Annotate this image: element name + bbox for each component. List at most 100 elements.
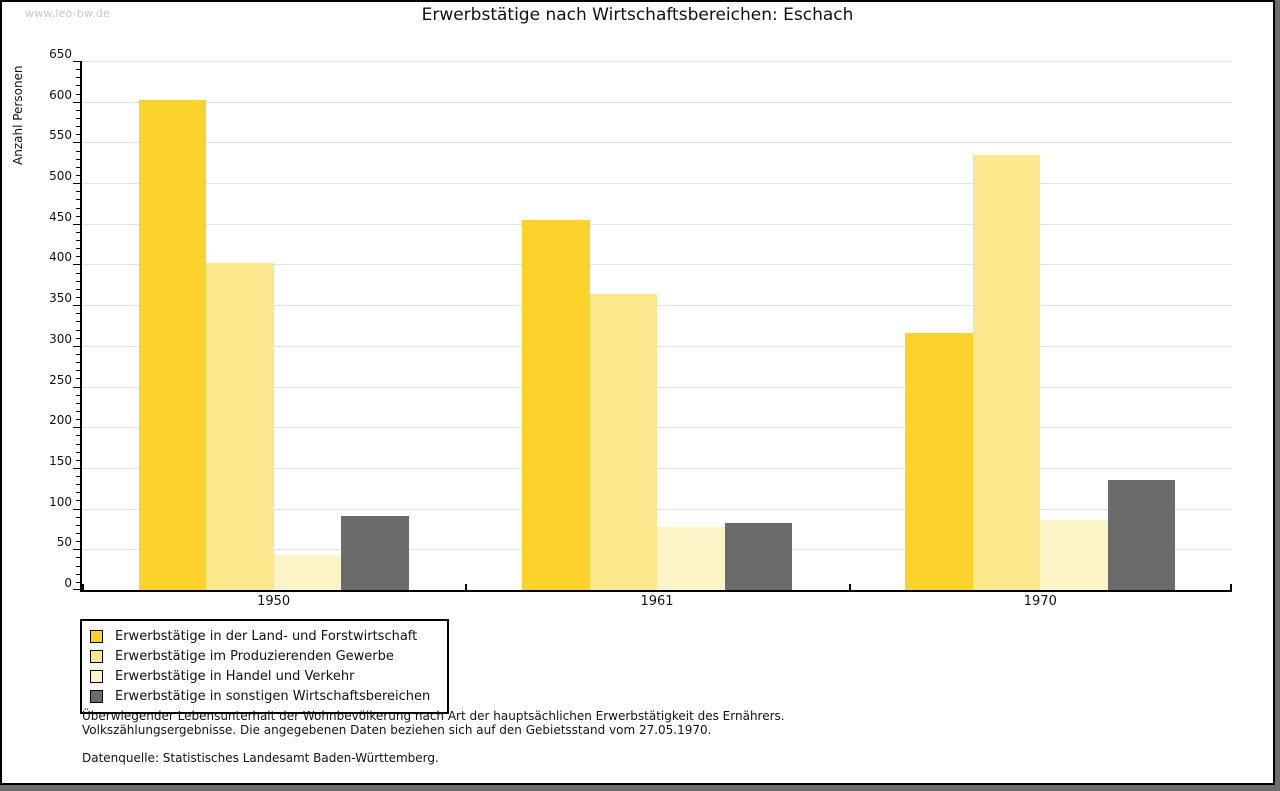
legend-swatch-3	[90, 669, 103, 683]
x-axis-label-1950: 1950	[257, 594, 291, 609]
y-axis-minor-tick	[76, 581, 80, 583]
y-axis-minor-tick	[76, 158, 80, 160]
y-axis-tick-350	[73, 305, 80, 307]
y-axis-minor-tick	[76, 557, 80, 559]
y-axis-minor-tick	[76, 378, 80, 380]
gridline-200	[82, 427, 1232, 429]
y-axis-minor-tick	[76, 541, 80, 543]
bar-1970-series-3	[1040, 520, 1108, 590]
legend-item-1: Erwerbstätige in der Land- und Forstwirt…	[90, 626, 439, 646]
y-axis-minor-tick	[76, 117, 80, 119]
bar-1950-series-4	[341, 515, 409, 590]
bar-1961-series-1	[522, 219, 590, 590]
y-axis-minor-tick	[76, 362, 80, 364]
watermark: www.leo-bw.de	[25, 7, 111, 20]
bar-1970-series-4	[1107, 480, 1176, 590]
gridline-600	[82, 101, 1232, 103]
y-axis-tick-100	[73, 508, 80, 510]
y-axis-minor-tick	[76, 394, 80, 396]
gridline-550	[82, 142, 1232, 144]
y-axis-tick-200	[73, 427, 80, 429]
y-axis-tick-300	[73, 345, 80, 347]
legend-item-3: Erwerbstätige in Handel und Verkehr	[90, 666, 439, 686]
y-axis-minor-tick	[76, 174, 80, 176]
y-axis-minor-tick	[76, 77, 80, 79]
y-axis-minor-tick	[76, 297, 80, 299]
y-axis-tick-label-50: 50	[56, 535, 72, 550]
y-axis-tick-label-650: 650	[49, 47, 72, 61]
y-axis-minor-tick	[76, 500, 80, 502]
plot-area: 0 50 100 150 200 250 300 350 400 450 500 550 600 650 1…	[49, 47, 1232, 609]
gridline-250	[82, 386, 1232, 388]
y-axis-tick-550	[73, 142, 80, 144]
legend-label-1: Erwerbstätige in der Land- und Forstwirt…	[115, 628, 418, 644]
bar-1950-series-1	[138, 100, 207, 590]
y-axis-tick-400	[73, 264, 80, 266]
x-axis-tick	[82, 584, 84, 590]
y-axis-minor-tick	[76, 443, 80, 445]
y-axis-minor-tick	[76, 288, 80, 290]
legend-item-4: Erwerbstätige in sonstigen Wirtschaftsbe…	[90, 686, 439, 706]
legend-swatch-2	[90, 649, 103, 663]
y-axis-tick-250	[73, 386, 80, 388]
y-axis-tick-50	[73, 549, 80, 551]
legend-label-4: Erwerbstätige in sonstigen Wirtschaftsbe…	[115, 688, 431, 704]
legend-label-3: Erwerbstätige in Handel und Verkehr	[115, 668, 355, 684]
y-axis-minor-tick	[76, 313, 80, 315]
y-axis-tick-label-450: 450	[49, 209, 72, 224]
y-axis-minor-tick	[76, 565, 80, 567]
y-axis-minor-tick	[76, 93, 80, 95]
y-axis-tick-label-400: 400	[49, 250, 72, 265]
legend-box: Erwerbstätige in der Land- und Forstwirt…	[80, 619, 449, 714]
y-axis-tick-500	[73, 183, 80, 185]
y-axis-tick-label-350: 350	[49, 291, 72, 306]
legend-swatch-4	[90, 689, 103, 703]
gridline-300	[82, 345, 1232, 347]
y-axis-tick-600	[73, 101, 80, 103]
y-axis-minor-tick	[76, 484, 80, 486]
y-axis-minor-tick	[76, 402, 80, 404]
x-axis-tick	[848, 584, 851, 590]
y-axis-minor-tick	[76, 524, 80, 526]
y-axis-tick-0	[73, 589, 80, 590]
y-axis-minor-tick	[76, 272, 80, 274]
gridline-100	[82, 508, 1232, 510]
footnote-line-1: Überwiegender Lebensunterhalt der Wohnbe…	[82, 709, 785, 723]
page-title: Erwerbstätige nach Wirtschaftsbereichen:…	[421, 5, 854, 25]
x-axis-tick	[465, 584, 468, 590]
y-axis-tick-label-550: 550	[49, 128, 72, 143]
y-axis-minor-tick	[76, 533, 80, 535]
legend-label-2: Erwerbstätige im Produzierenden Gewerbe	[115, 648, 394, 664]
y-axis-minor-tick	[76, 492, 80, 494]
y-axis-tick-label-0: 0	[64, 576, 72, 590]
bar-1950-series-3	[273, 555, 342, 590]
y-axis-minor-tick	[76, 354, 80, 355]
y-axis-tick-label-300: 300	[49, 331, 72, 346]
bar-1961-series-4	[724, 523, 792, 590]
bar-1970-series-2	[972, 154, 1041, 590]
y-axis-minor-tick	[76, 410, 80, 412]
y-axis-minor-tick	[76, 435, 80, 437]
bar-1961-series-3	[657, 527, 725, 590]
y-axis-minor-tick	[76, 240, 80, 242]
bar-1961-series-2	[589, 293, 657, 590]
y-axis-minor-tick	[76, 215, 80, 217]
y-axis-minor-tick	[76, 321, 80, 323]
footnote-text: Überwiegender Lebensunterhalt der Wohnbe…	[82, 709, 785, 737]
gridline-500	[82, 183, 1232, 185]
y-axis-minor-tick	[76, 476, 80, 478]
x-axis-tick	[1230, 584, 1232, 590]
y-axis-tick-450	[73, 223, 80, 225]
y-axis-minor-tick	[76, 459, 80, 461]
y-axis-minor-tick	[76, 109, 80, 111]
y-axis-minor-tick	[76, 231, 80, 233]
bar-1970-series-1	[905, 332, 973, 590]
y-axis-minor-tick	[76, 150, 80, 152]
x-axis-label-1970: 1970	[1023, 594, 1057, 609]
y-axis-minor-tick	[76, 451, 80, 453]
gridline-350	[82, 305, 1232, 307]
y-axis-minor-tick	[76, 191, 80, 193]
y-axis-minor-tick	[76, 280, 80, 282]
